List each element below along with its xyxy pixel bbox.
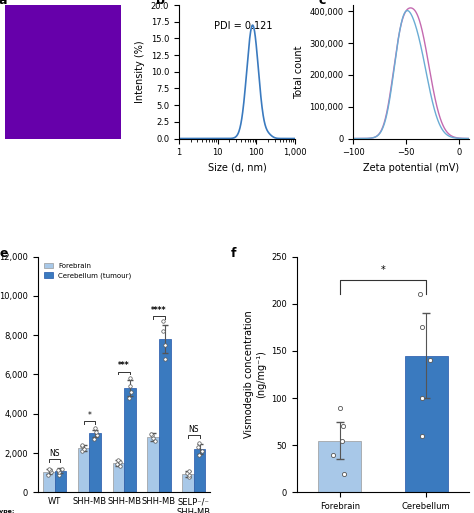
Text: NS: NS bbox=[189, 425, 199, 434]
Bar bbox=[182, 474, 194, 492]
Text: c: c bbox=[319, 0, 326, 8]
X-axis label: Zeta potential (mV): Zeta potential (mV) bbox=[363, 163, 459, 173]
Bar bbox=[404, 356, 447, 492]
Text: Genotype:: Genotype: bbox=[0, 509, 16, 513]
Text: *: * bbox=[381, 265, 385, 275]
Text: e: e bbox=[0, 247, 9, 260]
Bar bbox=[113, 463, 124, 492]
Bar bbox=[89, 433, 101, 492]
Bar bbox=[319, 441, 361, 492]
Bar bbox=[147, 438, 159, 492]
Y-axis label: Intensity (%): Intensity (%) bbox=[135, 41, 145, 103]
Text: f: f bbox=[231, 247, 237, 260]
Text: PDI = 0.121: PDI = 0.121 bbox=[214, 21, 272, 31]
Text: b: b bbox=[155, 0, 164, 8]
Bar bbox=[43, 472, 55, 492]
Legend: Forebrain, Cerebellum (tumour): Forebrain, Cerebellum (tumour) bbox=[41, 260, 134, 282]
Bar bbox=[55, 471, 66, 492]
Bar bbox=[78, 448, 89, 492]
Bar bbox=[159, 339, 171, 492]
Text: a: a bbox=[0, 0, 8, 8]
Text: NS: NS bbox=[49, 449, 60, 458]
Y-axis label: Vismodegib concentration
(ng/mg⁻¹): Vismodegib concentration (ng/mg⁻¹) bbox=[244, 310, 266, 439]
Y-axis label: Total count: Total count bbox=[293, 45, 304, 98]
Text: ****: **** bbox=[151, 306, 167, 315]
Bar bbox=[124, 388, 136, 492]
Bar bbox=[194, 449, 205, 492]
Text: ***: *** bbox=[118, 361, 130, 370]
Text: *: * bbox=[87, 410, 91, 420]
X-axis label: Size (d, nm): Size (d, nm) bbox=[208, 163, 266, 173]
